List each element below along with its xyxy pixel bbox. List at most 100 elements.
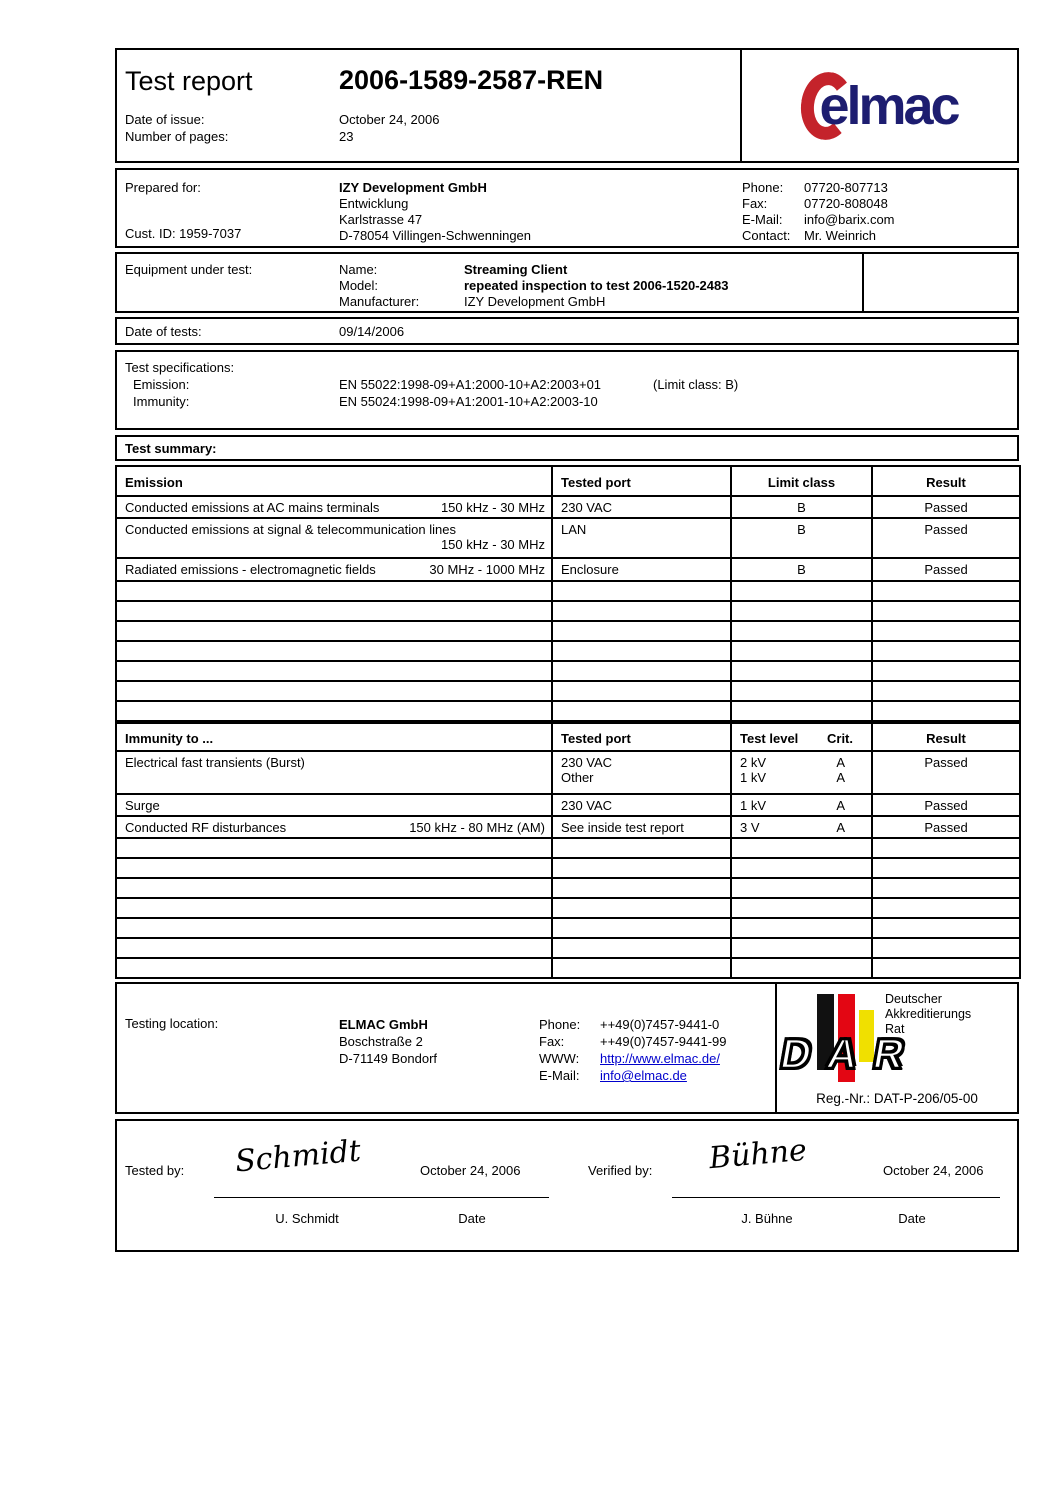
lab-fax: ++49(0)7457-9441-99 bbox=[600, 1034, 727, 1049]
date-of-issue-label: Date of issue: bbox=[125, 112, 205, 127]
equipment-name-label: Name: bbox=[339, 262, 378, 277]
equipment-name: Streaming Client bbox=[464, 262, 568, 277]
customer-address: IZY Development GmbH Entwicklung Karlstr… bbox=[339, 180, 531, 244]
equipment-field-values: Streaming Client repeated inspection to … bbox=[464, 262, 728, 310]
prepared-for-section: Prepared for: Cust. ID: 1959-7037 IZY De… bbox=[115, 168, 1019, 248]
immunity-test-name: Surge bbox=[115, 793, 553, 817]
lab-contact-labels: Phone: Fax: WWW: E-Mail: bbox=[539, 1016, 580, 1084]
customer-email: info@barix.com bbox=[804, 212, 895, 227]
tested-signature-line bbox=[214, 1197, 549, 1198]
customer-department: Entwicklung bbox=[339, 196, 409, 211]
dar-letters-icon: DAR bbox=[776, 1029, 926, 1079]
table-row: Electrical fast transients (Burst) 230 V… bbox=[115, 750, 1021, 795]
crit-col-header: Crit. bbox=[827, 731, 853, 746]
equipment-model-label: Model: bbox=[339, 278, 379, 293]
lab-street: Boschstraße 2 bbox=[339, 1034, 423, 1049]
table-row: Conducted emissions at AC mains terminal… bbox=[115, 495, 1021, 519]
testing-location-label: Testing location: bbox=[125, 1016, 219, 1031]
elmac-logo: elmac bbox=[740, 50, 1017, 161]
emission-test-name: Conducted emissions at signal & telecomm… bbox=[125, 522, 456, 537]
emission-tested-port: 230 VAC bbox=[551, 495, 732, 519]
immunity-tested-port: 230 VAC bbox=[551, 793, 732, 817]
empty-row bbox=[115, 837, 1021, 859]
emission-test-range: 30 MHz - 1000 MHz bbox=[429, 562, 545, 577]
tested-by-label: Tested by: bbox=[125, 1163, 185, 1178]
customer-email-label: E-Mail: bbox=[742, 212, 783, 227]
dar-black-bar-icon bbox=[817, 994, 834, 1070]
dar-red-bar-icon bbox=[838, 994, 855, 1082]
lab-website-link[interactable]: http://www.elmac.de/ bbox=[600, 1051, 720, 1066]
lab-email-link[interactable]: info@elmac.de bbox=[600, 1068, 687, 1083]
tested-by-name: U. Schmidt bbox=[275, 1211, 339, 1226]
empty-row bbox=[115, 620, 1021, 642]
immunity-table: Immunity to ... Tested port Test level C… bbox=[115, 722, 1021, 979]
customer-city: D-78054 Villingen-Schwenningen bbox=[339, 228, 532, 243]
emission-tested-port: Enclosure bbox=[551, 557, 732, 582]
immunity-result: Passed bbox=[871, 793, 1021, 817]
emission-limit-class: B bbox=[730, 557, 873, 582]
table-row: Conducted RF disturbances 150 kHz - 80 M… bbox=[115, 815, 1021, 839]
immunity-spec-label: Immunity: bbox=[133, 394, 190, 409]
date-of-tests-label: Date of tests: bbox=[125, 324, 202, 339]
emission-limit-class: B bbox=[730, 495, 873, 519]
customer-phone: 07720-807713 bbox=[804, 180, 888, 195]
empty-row bbox=[115, 897, 1021, 919]
dar-accreditation-cell: Deutscher Akkreditierungs Rat DAR Reg.-N… bbox=[775, 984, 1017, 1112]
customer-fax: 07720-808048 bbox=[804, 196, 888, 211]
prepared-for-label: Prepared for: bbox=[125, 180, 201, 195]
empty-row bbox=[115, 640, 1021, 662]
report-number: 2006-1589-2587-REN bbox=[339, 65, 604, 95]
customer-contact-labels: Phone: Fax: E-Mail: Contact: bbox=[742, 180, 790, 244]
immunity-spec: EN 55024:1998-09+A1:2001-10+A2:2003-10 bbox=[339, 394, 598, 409]
customer-street: Karlstrasse 47 bbox=[339, 212, 423, 227]
test-summary-section: Test summary: bbox=[115, 435, 1019, 461]
elmac-logo-text: elmac bbox=[819, 75, 960, 136]
dar-yellow-bar-icon bbox=[859, 1010, 874, 1062]
equipment-manufacturer: IZY Development GmbH bbox=[464, 294, 606, 309]
immunity-test-name: Conducted RF disturbances bbox=[125, 820, 287, 835]
empty-row bbox=[115, 680, 1021, 702]
customer-fax-label: Fax: bbox=[742, 196, 768, 211]
emission-test-name: Conducted emissions at AC mains terminal… bbox=[125, 500, 380, 515]
lab-phone-label: Phone: bbox=[539, 1017, 581, 1032]
emission-limit-class: B bbox=[730, 517, 873, 559]
customer-company: IZY Development GmbH bbox=[339, 180, 487, 195]
customer-id: Cust. ID: 1959-7037 bbox=[125, 226, 242, 241]
empty-row bbox=[115, 937, 1021, 959]
pages-value: 23 bbox=[339, 129, 354, 144]
immunity-test-level: 3 V bbox=[740, 820, 760, 835]
emission-table: Emission Tested port Limit class Result … bbox=[115, 465, 1021, 722]
test-summary-label: Test summary: bbox=[125, 441, 217, 456]
dar-registration-number: Reg.-Nr.: DAT-P-206/05-00 bbox=[816, 1091, 978, 1106]
limit-class-col-header: Limit class bbox=[730, 465, 873, 497]
table-row: Conducted emissions at signal & telecomm… bbox=[115, 517, 1021, 559]
empty-row bbox=[115, 600, 1021, 622]
verified-by-signature: Bühne bbox=[707, 1132, 809, 1177]
immunity-tested-port: Other bbox=[561, 770, 594, 785]
emission-table-header: Emission Tested port Limit class Result bbox=[115, 465, 1021, 497]
page-title: Test report bbox=[125, 66, 253, 96]
immunity-test-level: 1 kV bbox=[740, 798, 767, 813]
equipment-manufacturer-label: Manufacturer: bbox=[339, 294, 420, 309]
lab-email-label: E-Mail: bbox=[539, 1068, 580, 1083]
customer-contact-values: 07720-807713 07720-808048 info@barix.com… bbox=[804, 180, 895, 244]
immunity-crit: A bbox=[836, 755, 845, 770]
immunity-test-level: 1 kV bbox=[740, 770, 767, 785]
tested-date: October 24, 2006 bbox=[420, 1163, 521, 1178]
result-col-header: Result bbox=[871, 465, 1021, 497]
immunity-tested-port: See inside test report bbox=[551, 815, 732, 839]
emission-col-header: Emission bbox=[115, 465, 553, 497]
test-specifications-label: Test specifications: bbox=[125, 360, 235, 375]
tested-port-col-header: Tested port bbox=[551, 722, 732, 752]
immunity-crit: A bbox=[836, 770, 845, 785]
emission-spec: EN 55022:1998-09+A1:2000-10+A2:2003+01 bbox=[339, 377, 602, 392]
date-of-tests-section: Date of tests: 09/14/2006 bbox=[115, 317, 1019, 345]
emission-result: Passed bbox=[871, 517, 1021, 559]
equipment-divider bbox=[862, 254, 864, 311]
immunity-tested-port: 230 VAC bbox=[561, 755, 613, 770]
emission-tested-port: LAN bbox=[551, 517, 732, 559]
customer-phone-label: Phone: bbox=[742, 180, 784, 195]
tested-port-col-header: Tested port bbox=[551, 465, 732, 497]
equipment-section: Equipment under test: Name: Model: Manuf… bbox=[115, 252, 1019, 313]
